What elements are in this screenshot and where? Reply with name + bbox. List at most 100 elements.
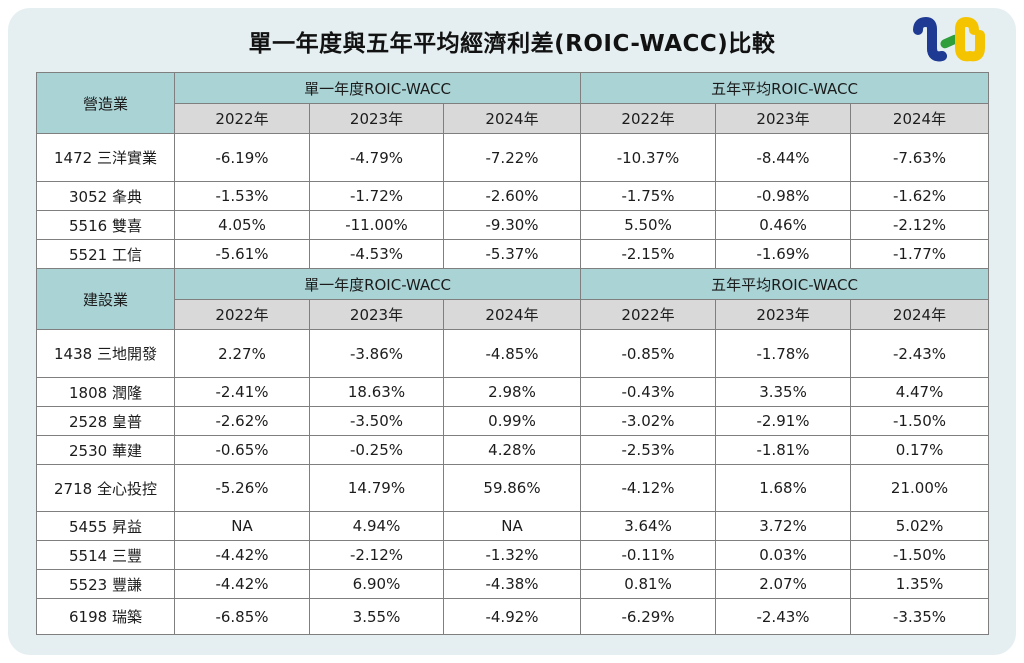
year-header-cell: 2022年	[174, 299, 310, 330]
value-cell: -0.43%	[580, 377, 717, 407]
table-row: 1438 三地開發 2.27% -3.86% -4.85% -0.85% -1.78% -2…	[36, 329, 990, 378]
table-row: 1472 三洋實業 -6.19% -4.79% -7.22% -10.37% -8.44%…	[36, 133, 990, 182]
year-header-cell: 2024年	[850, 299, 990, 330]
value-cell: 1.35%	[850, 569, 990, 599]
value-cell: -0.98%	[715, 181, 852, 211]
value-cell: -4.42%	[174, 569, 310, 599]
year-header-cell: 2023年	[309, 103, 444, 134]
year-header-cell: 2023年	[309, 299, 444, 330]
industry-cell: 營造業	[36, 72, 175, 134]
value-cell: -5.26%	[174, 464, 310, 512]
value-cell: -4.12%	[580, 464, 717, 512]
table-row: 5516 雙喜 4.05% -11.00% -9.30% 5.50% 0.46% -2.12…	[36, 210, 990, 240]
value-cell: -1.72%	[309, 181, 444, 211]
value-cell: 59.86%	[442, 464, 582, 512]
value-cell: 21.00%	[850, 464, 990, 512]
company-cell: 1808 潤隆	[36, 377, 175, 407]
value-cell: -3.86%	[309, 329, 444, 378]
group-header-cell: 單一年度ROIC-WACC	[173, 268, 582, 300]
value-cell: 5.50%	[580, 210, 717, 240]
value-cell: -1.78%	[715, 329, 852, 378]
value-cell: -1.75%	[580, 181, 717, 211]
value-cell: 18.63%	[309, 377, 444, 407]
group-header-cell: 五年平均ROIC-WACC	[580, 268, 990, 300]
value-cell: -2.60%	[442, 181, 582, 211]
year-header-cell: 2024年	[442, 299, 582, 330]
value-cell: -8.44%	[715, 133, 852, 182]
year-header-cell: 2024年	[442, 103, 582, 134]
company-cell: 1438 三地開發	[36, 329, 175, 378]
value-cell: -10.37%	[580, 133, 717, 182]
value-cell: -6.19%	[174, 133, 310, 182]
value-cell: -11.00%	[309, 210, 444, 240]
value-cell: -2.12%	[309, 540, 444, 570]
group-header-cell: 單一年度ROIC-WACC	[173, 72, 582, 104]
value-cell: -1.69%	[715, 239, 852, 269]
value-cell: -5.37%	[442, 239, 582, 269]
value-cell: 3.72%	[715, 511, 852, 541]
company-cell: 2528 皇普	[36, 406, 175, 436]
table-row: 2718 全心投控 -5.26% 14.79% 59.86% -4.12% 1.68% 21…	[36, 464, 990, 512]
year-header-cell: 2022年	[580, 299, 717, 330]
value-cell: 5.02%	[850, 511, 990, 541]
company-cell: 5514 三豐	[36, 540, 175, 570]
value-cell: 3.35%	[715, 377, 852, 407]
group-header-cell: 五年平均ROIC-WACC	[580, 72, 990, 104]
value-cell: -3.50%	[309, 406, 444, 436]
value-cell: -5.61%	[174, 239, 310, 269]
table-row: 5521 工信 -5.61% -4.53% -5.37% -2.15% -1.69% -1.…	[36, 239, 990, 269]
value-cell: -2.62%	[174, 406, 310, 436]
value-cell: -2.43%	[850, 329, 990, 378]
company-cell: 5523 豐謙	[36, 569, 175, 599]
value-cell: -1.32%	[442, 540, 582, 570]
value-cell: -1.50%	[850, 540, 990, 570]
value-cell: -0.11%	[580, 540, 717, 570]
value-cell: -4.38%	[442, 569, 582, 599]
value-cell: -4.92%	[442, 598, 582, 635]
value-cell: -6.29%	[580, 598, 717, 635]
value-cell: 6.90%	[309, 569, 444, 599]
year-header-cell: 2022年	[174, 103, 310, 134]
value-cell: -0.65%	[174, 435, 310, 465]
table-row: 2530 華建 -0.65% -0.25% 4.28% -2.53% -1.81% 0.17…	[36, 435, 990, 465]
value-cell: -2.41%	[174, 377, 310, 407]
value-cell: 0.46%	[715, 210, 852, 240]
value-cell: -2.91%	[715, 406, 852, 436]
value-cell: -2.43%	[715, 598, 852, 635]
value-cell: -4.85%	[442, 329, 582, 378]
value-cell: -1.62%	[850, 181, 990, 211]
value-cell: 4.28%	[442, 435, 582, 465]
company-cell: 3052 夆典	[36, 181, 175, 211]
value-cell: -7.22%	[442, 133, 582, 182]
value-cell: 2.07%	[715, 569, 852, 599]
value-cell: 1.68%	[715, 464, 852, 512]
value-cell: -2.53%	[580, 435, 717, 465]
value-cell: -2.12%	[850, 210, 990, 240]
company-cell: 5521 工信	[36, 239, 175, 269]
value-cell: 2.98%	[442, 377, 582, 407]
value-cell: -1.81%	[715, 435, 852, 465]
value-cell: 3.64%	[580, 511, 717, 541]
value-cell: 3.55%	[309, 598, 444, 635]
company-cell: 2530 華建	[36, 435, 175, 465]
table-row: 5523 豐謙 -4.42% 6.90% -4.38% 0.81% 2.07% 1.35%	[36, 569, 990, 599]
value-cell: -9.30%	[442, 210, 582, 240]
page-title: 單一年度與五年平均經濟利差(ROIC-WACC)比較	[248, 31, 776, 57]
roic-wacc-table: 營造業 單一年度ROIC-WACC 五年平均ROIC-WACC 2022年 2023年 2…	[36, 72, 990, 635]
value-cell: 0.03%	[715, 540, 852, 570]
value-cell: 0.81%	[580, 569, 717, 599]
value-cell: 0.17%	[850, 435, 990, 465]
table-row: 2528 皇普 -2.62% -3.50% 0.99% -3.02% -2.91% -1.5…	[36, 406, 990, 436]
value-cell: -3.02%	[580, 406, 717, 436]
value-cell: NA	[174, 511, 310, 541]
value-cell: -1.77%	[850, 239, 990, 269]
company-cell: 5516 雙喜	[36, 210, 175, 240]
value-cell: -1.53%	[174, 181, 310, 211]
value-cell: -1.50%	[850, 406, 990, 436]
value-cell: 4.47%	[850, 377, 990, 407]
table-row: 5514 三豐 -4.42% -2.12% -1.32% -0.11% 0.03% -1.5…	[36, 540, 990, 570]
tej-logo-icon	[913, 16, 985, 62]
content-card: 單一年度與五年平均經濟利差(ROIC-WACC)比較 營造業 單一年度ROIC-W…	[8, 8, 1016, 655]
company-cell: 2718 全心投控	[36, 464, 175, 512]
value-cell: -0.85%	[580, 329, 717, 378]
